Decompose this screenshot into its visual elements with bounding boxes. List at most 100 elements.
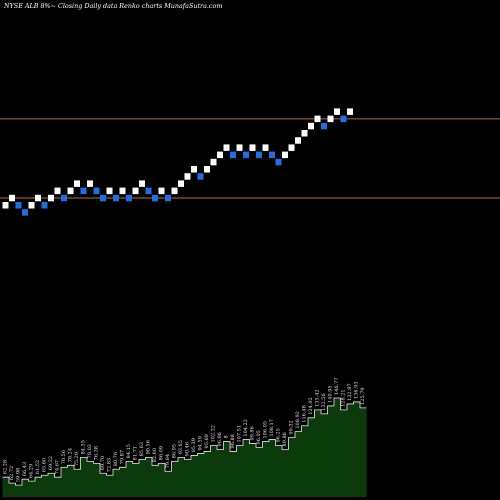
renko-brick-up (249, 144, 256, 151)
renko-brick-up (288, 144, 295, 151)
volume-label: 82.60 (152, 448, 158, 462)
volume-label: 95.69 (204, 434, 210, 448)
renko-brick-up (54, 187, 61, 195)
renko-brick-down (15, 202, 22, 209)
volume-label: 93.65 (178, 440, 184, 454)
renko-brick-up (204, 166, 210, 173)
volume-label: 62.72 (9, 466, 15, 480)
renko-brick-down (61, 194, 67, 202)
chart-title: NYSE ALB 8%~ Closing Daily data Renko ch… (3, 2, 222, 10)
volume-label: 85.63 (139, 442, 145, 456)
volume-area (2, 397, 367, 497)
volume-label: 72.83 (107, 458, 113, 472)
volume-label: 81.71 (133, 446, 139, 460)
volume-label: 132.56 (321, 393, 327, 411)
renko-brick-down (197, 173, 204, 180)
renko-brick-down (80, 187, 87, 195)
volume-label: 96.96 (217, 432, 223, 446)
volume-label: 86.95 (172, 444, 178, 458)
renko-brick-up (236, 144, 243, 151)
renko-bricks (2, 108, 353, 216)
renko-brick-up (28, 202, 35, 209)
renko-brick-down (152, 194, 158, 202)
volume-label: 90.56 (146, 440, 152, 454)
volume-label: 96.88 (230, 434, 236, 448)
renko-brick-up (9, 194, 15, 202)
renko-brick-down (269, 151, 275, 159)
renko-brick-down (165, 194, 171, 202)
volume-label: 140.95 (328, 385, 334, 403)
renko-brick-down (113, 194, 119, 202)
volume-label: 90.46 (185, 442, 191, 456)
renko-brick-up (347, 108, 353, 115)
renko-brick-down (230, 151, 236, 159)
renko-brick-up (87, 180, 93, 187)
volume-fill (2, 398, 367, 497)
renko-brick-up (67, 187, 74, 195)
volume-label: 132.97 (347, 383, 353, 401)
renko-brick-down (145, 187, 152, 195)
renko-brick-up (74, 180, 80, 187)
renko-brick-up (301, 130, 308, 137)
renko-brick-down (100, 194, 106, 202)
volume-line (2, 397, 367, 486)
renko-brick-down (275, 158, 282, 166)
renko-brick-down (41, 202, 48, 209)
volume-label: 96.25 (276, 428, 282, 442)
renko-brick-down (340, 115, 347, 123)
reference-lines (0, 118, 500, 199)
renko-brick-up (184, 173, 191, 180)
volume-label: 128.21 (341, 389, 347, 407)
renko-brick-up (262, 144, 269, 151)
renko-brick-up (210, 158, 217, 166)
renko-brick-up (171, 187, 178, 195)
volume-label: 74.67 (55, 460, 61, 474)
volume-label: 84.15 (126, 444, 132, 458)
volume-label: 107.51 (237, 425, 243, 443)
volume-label: 70.56 (61, 450, 67, 464)
volume-label: 136.93 (354, 381, 360, 399)
volume-label: 8 (224, 435, 230, 438)
renko-brick-up (191, 166, 197, 173)
volume-label: 108.92 (295, 411, 301, 429)
renko-brick-up (314, 115, 321, 123)
volume-label: 94.59 (198, 436, 204, 450)
renko-brick-up (158, 187, 165, 195)
renko-brick-up (327, 115, 334, 123)
volume-label: 102.32 (211, 425, 217, 443)
volume-label: 146.77 (334, 378, 340, 396)
renko-brick-up (2, 202, 9, 209)
renko-brick-up (308, 122, 314, 130)
volume-label: 108.17 (269, 419, 275, 437)
volume-label: 104.22 (243, 419, 249, 437)
renko-brick-down (22, 209, 28, 216)
volume-label: 78.02 (87, 444, 93, 458)
volume-label: 78.24 (68, 448, 74, 462)
renko-brick-up (132, 187, 139, 195)
renko-brick-down (256, 151, 262, 159)
volume-label: 96.05 (256, 430, 262, 444)
volume-label: 106.05 (263, 421, 269, 439)
renko-brick-down (321, 122, 327, 130)
volume-label: 59.98 (16, 468, 22, 482)
volume-label: 80.76 (113, 452, 119, 466)
volume-label: 84.35 (81, 440, 87, 454)
volume-label: 64.29 (29, 464, 35, 478)
renko-brick-up (48, 194, 54, 202)
volume-label: 86.09 (159, 446, 165, 460)
volume-label: 99.32 (289, 420, 295, 434)
volume-label: 69.70 (100, 456, 106, 470)
volume-label: 62.28 (3, 460, 9, 474)
volume-label: 75.29 (74, 452, 80, 466)
volume-label: 76.38 (94, 446, 100, 460)
renko-brick-up (106, 187, 113, 195)
volume-label: 135.42 (315, 389, 321, 407)
volume-label: 89.86 (282, 432, 288, 446)
renko-brick-up (334, 108, 340, 115)
volume-label: 125.79 (360, 387, 366, 405)
volume-label: 124.02 (308, 397, 314, 415)
volume-label: 79.87 (120, 450, 126, 464)
renko-brick-down (243, 151, 249, 159)
